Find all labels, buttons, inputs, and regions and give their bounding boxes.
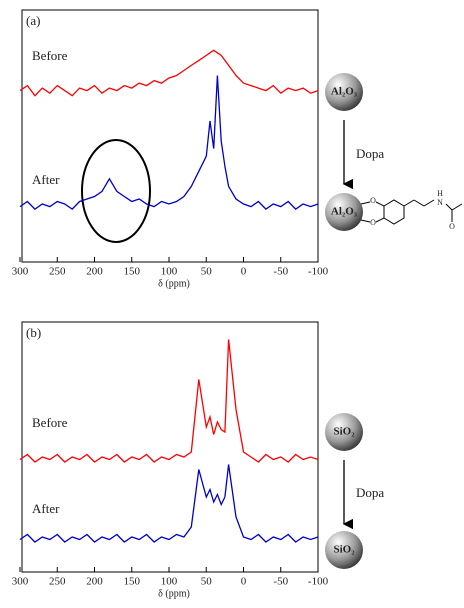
x-tick-label: 100 <box>161 266 178 278</box>
x-tick-label: 150 <box>124 266 141 278</box>
spectrum-line <box>19 464 319 543</box>
arrow-label: Dopa <box>356 146 384 161</box>
x-axis-label: δ (ppm) <box>158 278 190 289</box>
plot-frame <box>21 9 319 263</box>
atom-label: H <box>437 189 443 198</box>
x-tick-label: 300 <box>12 266 29 278</box>
plot-frame <box>21 321 319 573</box>
x-tick-label: 50 <box>201 576 213 588</box>
x-tick-label: 100 <box>161 576 178 588</box>
particle <box>325 73 363 111</box>
spectrum-line <box>19 75 319 210</box>
particle <box>325 193 363 231</box>
atom-label: N <box>437 198 443 207</box>
spectrum-line <box>19 49 319 97</box>
arrow-label: Dopa <box>356 485 384 500</box>
particle-label: SiO₂ <box>333 426 355 438</box>
x-tick-label: 150 <box>124 576 141 588</box>
x-tick-label: 200 <box>86 576 103 588</box>
panel-label: (a) <box>26 13 40 28</box>
particle-label: Al₂O₃ <box>331 86 358 98</box>
panel-label: (b) <box>26 325 41 340</box>
x-tick-label: 50 <box>201 266 213 278</box>
particle-label: SiO₂ <box>333 544 355 556</box>
series-label: Before <box>32 48 68 63</box>
particle <box>325 531 363 569</box>
particle <box>325 413 363 451</box>
molecule <box>360 199 463 225</box>
x-axis-label: δ (ppm) <box>158 588 190 599</box>
particle-label: Al₂O₃ <box>331 206 358 218</box>
series-label: After <box>32 501 60 516</box>
series-label: Before <box>32 415 68 430</box>
series-label: After <box>32 172 60 187</box>
x-tick-label: -100 <box>308 266 329 278</box>
atom-label: O <box>449 222 455 231</box>
x-tick-label: 250 <box>49 266 66 278</box>
highlight-ellipse <box>81 139 151 243</box>
atom-label: O <box>370 196 376 205</box>
x-tick-label: -50 <box>273 576 288 588</box>
x-tick-label: 200 <box>86 266 103 278</box>
x-tick-label: -50 <box>273 266 288 278</box>
x-tick-label: 250 <box>49 576 66 588</box>
x-tick-label: 0 <box>241 266 247 278</box>
atom-label: O <box>370 218 376 227</box>
x-tick-label: 0 <box>241 576 247 588</box>
x-tick-label: -100 <box>308 576 329 588</box>
spectrum-line <box>19 339 319 463</box>
x-tick-label: 300 <box>12 576 29 588</box>
